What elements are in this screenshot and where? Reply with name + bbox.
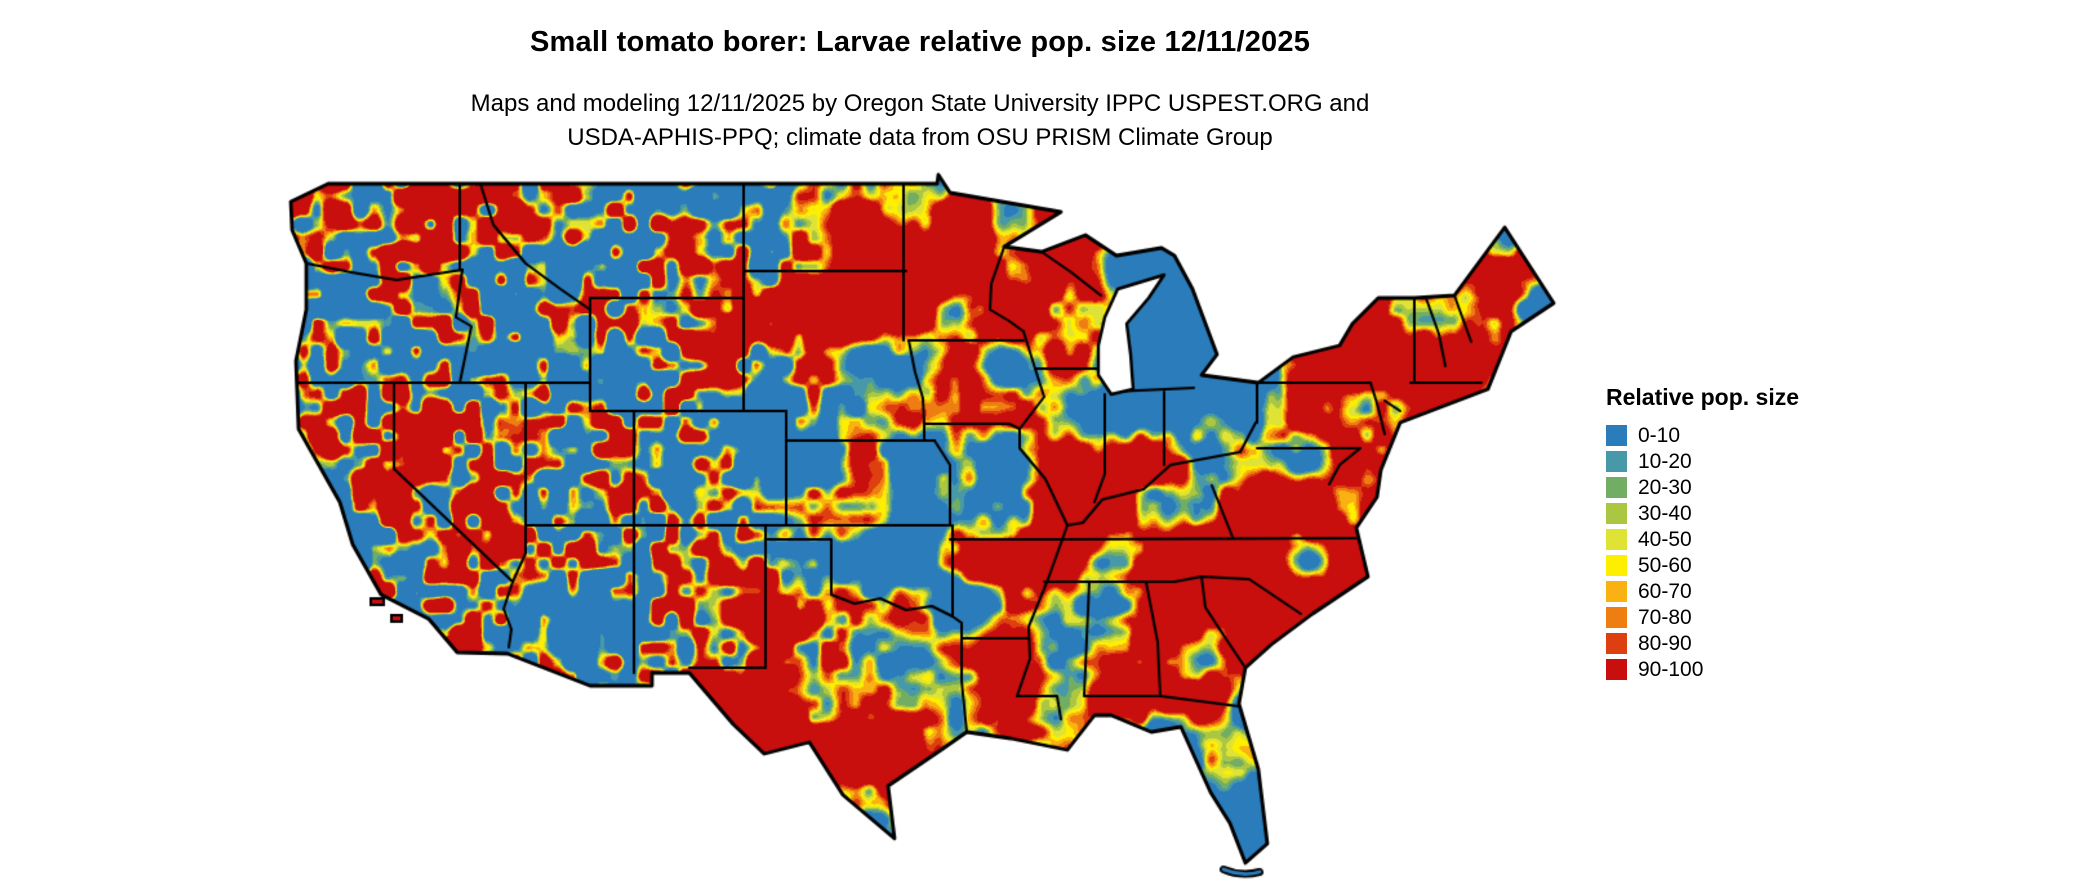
legend-title: Relative pop. size (1606, 384, 1800, 410)
legend-row: 0-10 (1606, 422, 1799, 448)
legend-row: 70-80 (1606, 604, 1799, 630)
legend-label: 0-10 (1638, 423, 1681, 447)
legend-rows: 0-10 10-20 20-30 30-40 40-50 50-60 60-70 70-80 8… (1606, 422, 1799, 682)
map-header: Small tomato borer: Larvae relative pop.… (0, 26, 1840, 155)
us-pest-map (274, 167, 1564, 887)
legend-label: 40-50 (1638, 527, 1692, 551)
legend-label: 90-100 (1638, 657, 1704, 681)
legend-row: 60-70 (1606, 578, 1799, 604)
legend-swatch (1606, 424, 1627, 446)
legend-swatch (1606, 580, 1627, 602)
legend-label: 70-80 (1638, 605, 1692, 629)
legend-label: 10-20 (1638, 449, 1692, 473)
legend-label: 20-30 (1638, 475, 1692, 499)
legend-row: 40-50 (1606, 526, 1799, 552)
legend-swatch (1606, 658, 1627, 680)
legend-swatch (1606, 632, 1627, 654)
map-subtitle-line-1: Maps and modeling 12/11/2025 by Oregon S… (470, 90, 1370, 117)
map-subtitle: Maps and modeling 12/11/2025 by Oregon S… (0, 87, 1840, 155)
legend-swatch (1606, 476, 1627, 498)
map-subtitle-line-2: USDA-APHIS-PPQ; climate data from OSU PR… (567, 124, 1273, 151)
legend-label: 50-60 (1638, 553, 1692, 577)
legend-swatch (1606, 554, 1627, 576)
legend-row: 10-20 (1606, 448, 1799, 474)
us-map-canvas (274, 167, 1564, 887)
legend-row: 90-100 (1606, 656, 1799, 682)
legend: Relative pop. size 0-10 10-20 20-30 30-40 40… (1606, 384, 1799, 682)
map-title: Small tomato borer: Larvae relative pop.… (529, 26, 1311, 58)
legend-row: 80-90 (1606, 630, 1799, 656)
legend-row: 50-60 (1606, 552, 1799, 578)
legend-swatch (1606, 606, 1627, 628)
legend-label: 30-40 (1638, 501, 1692, 525)
legend-row: 20-30 (1606, 474, 1799, 500)
legend-label: 80-90 (1638, 631, 1692, 655)
legend-label: 60-70 (1638, 579, 1692, 603)
legend-swatch (1606, 502, 1627, 524)
legend-row: 30-40 (1606, 500, 1799, 526)
legend-swatch (1606, 528, 1627, 550)
legend-swatch (1606, 450, 1627, 472)
